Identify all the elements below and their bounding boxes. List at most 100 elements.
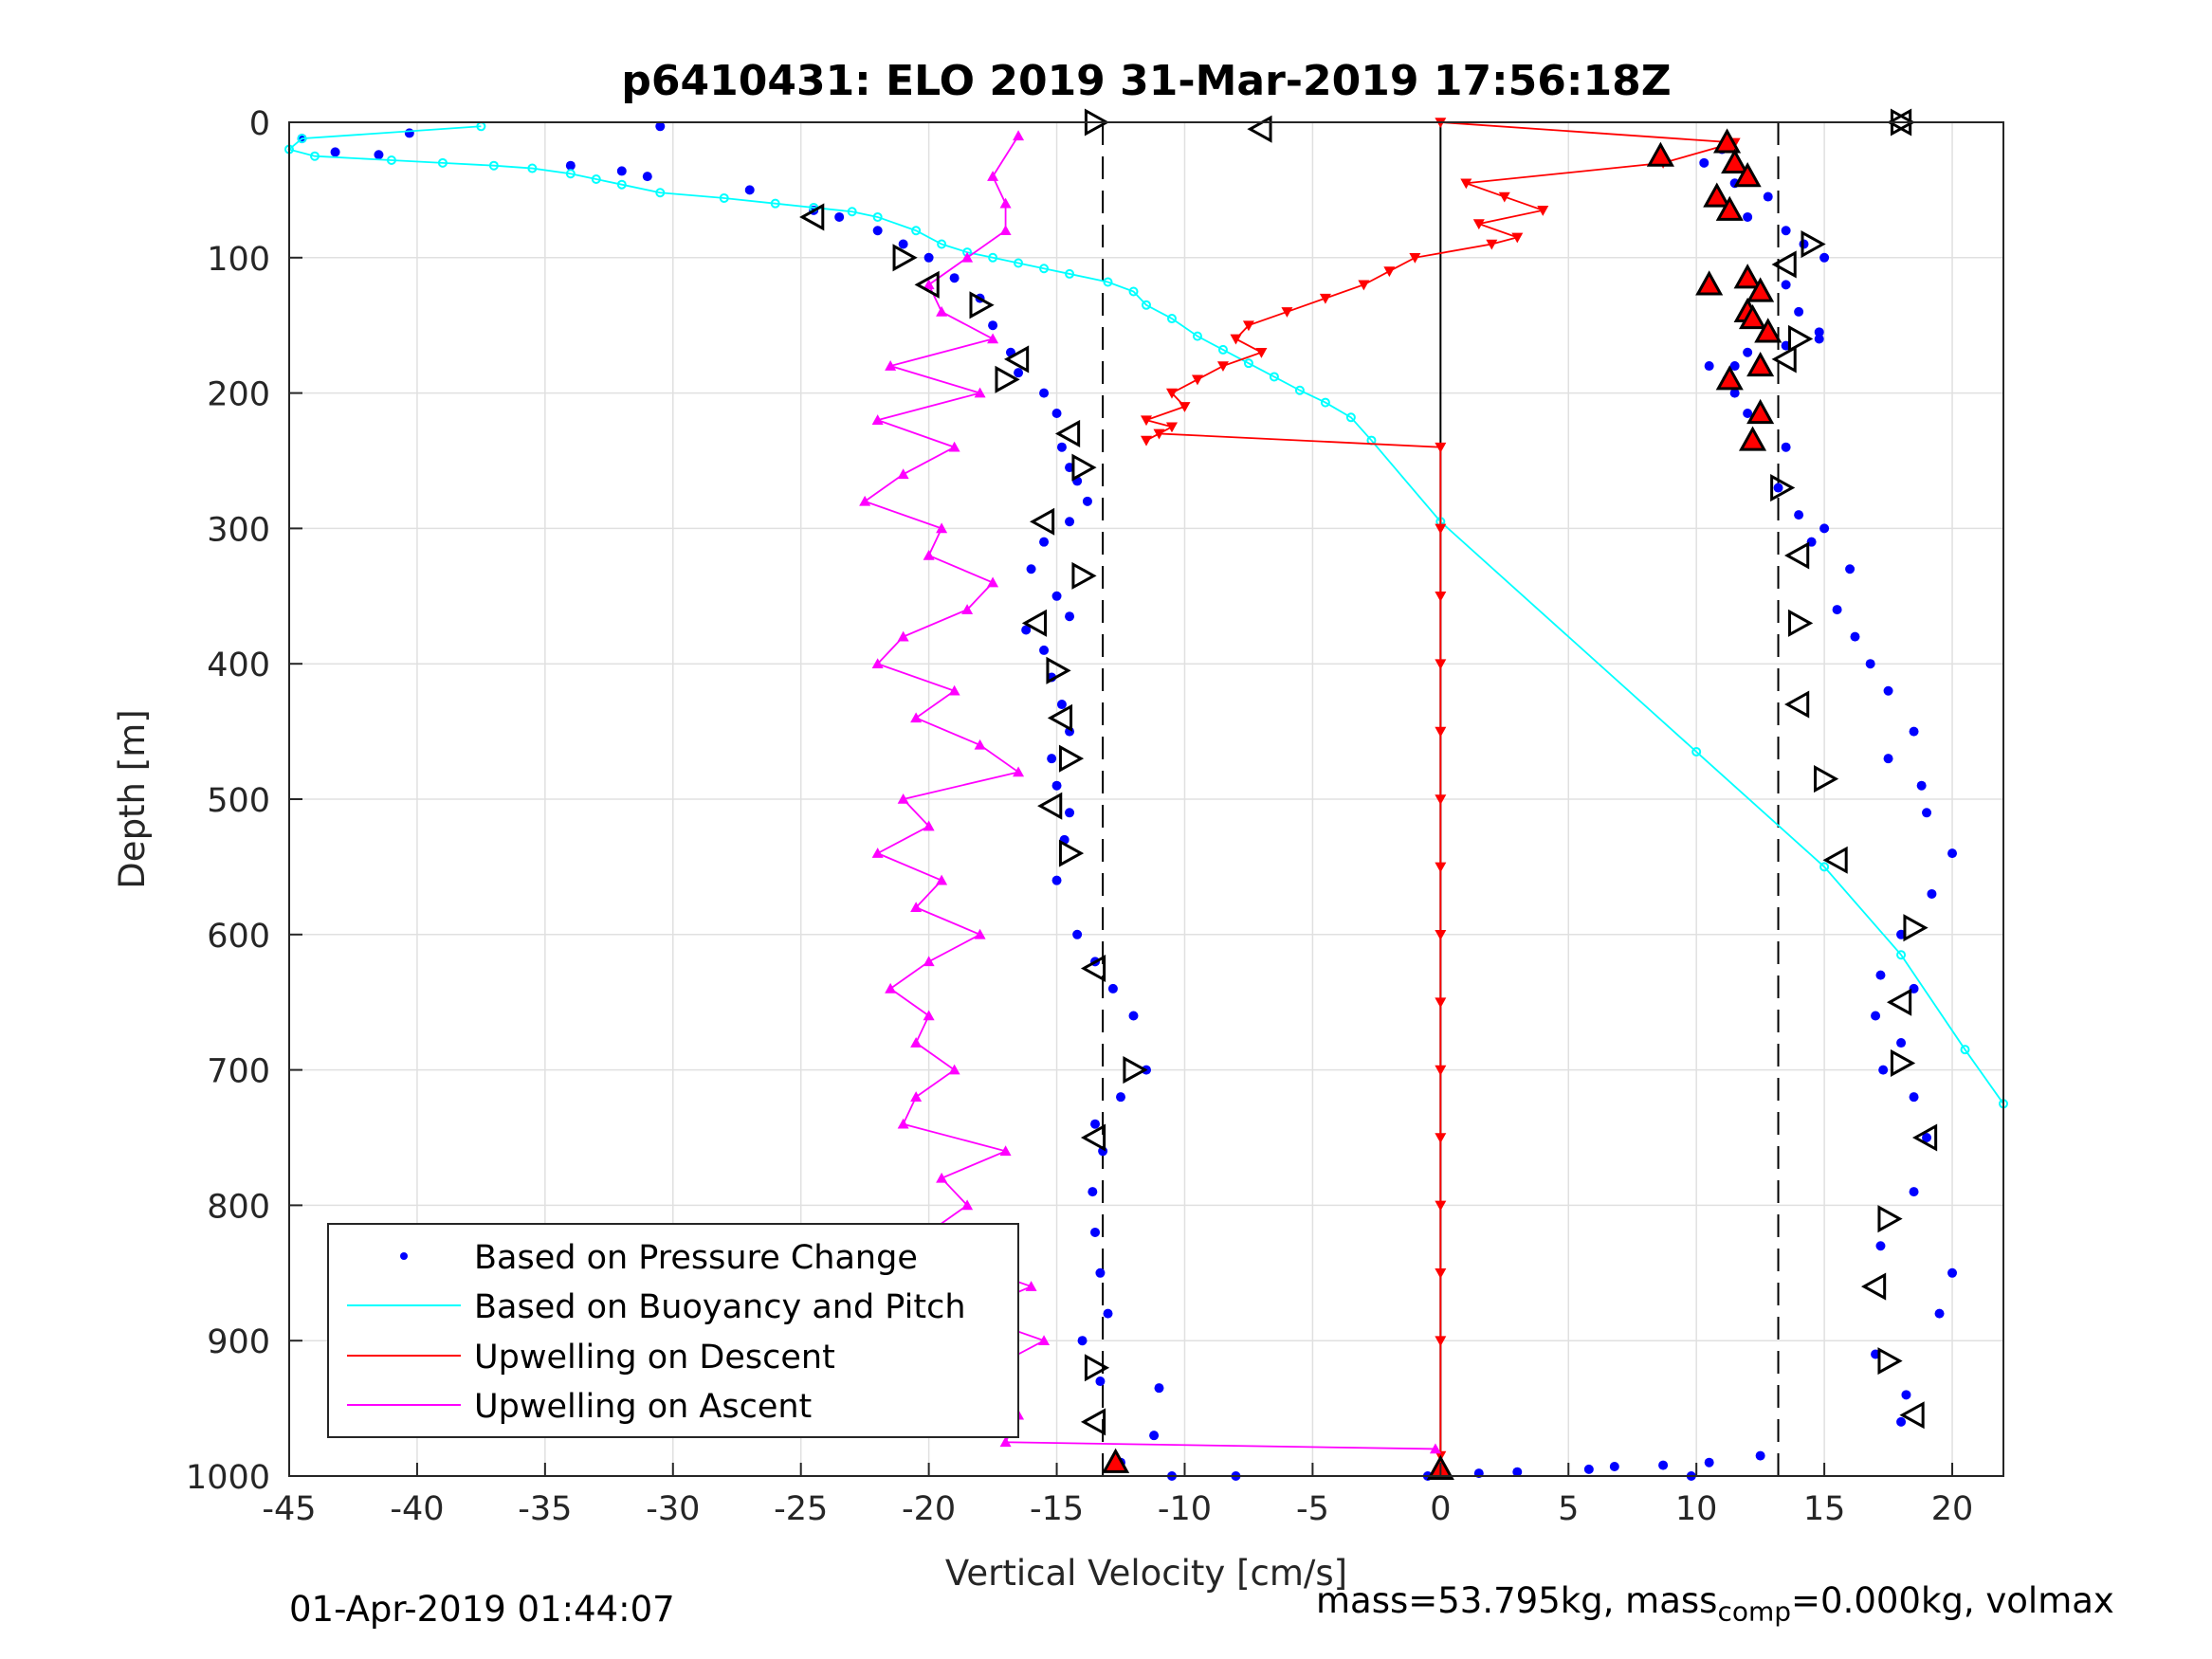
hollow-triangle-marker (1903, 914, 1929, 942)
point-based-on-pressure-change (1896, 1416, 1907, 1427)
hollow-triangle-marker (1890, 1048, 1916, 1078)
point-upwelling-on-ascent (974, 928, 986, 939)
x-tick-label: 20 (1931, 1490, 1974, 1528)
point-upwelling-on-ascent (923, 1010, 935, 1021)
point-based-on-pressure-change (1865, 659, 1875, 669)
y-tick-label: 300 (207, 511, 270, 549)
point-based-on-pressure-change (1512, 1467, 1523, 1477)
point-based-on-buoyancy-and-pitch (1320, 397, 1330, 408)
point-based-on-pressure-change (744, 185, 755, 195)
point-based-on-pressure-change (1755, 1450, 1765, 1461)
hollow-triangle-marker (1071, 561, 1097, 590)
point-based-on-pressure-change (565, 160, 576, 171)
point-upwelling-on-ascent (987, 576, 999, 588)
hollow-triangle-marker (995, 365, 1020, 393)
y-tick-label: 600 (207, 918, 270, 956)
point-upwelling-on-ascent (987, 333, 999, 344)
x-tick-label: 10 (1675, 1490, 1718, 1528)
y-tick-label: 900 (207, 1323, 270, 1361)
point-upwelling-on-descent (1191, 374, 1203, 386)
point-upwelling-on-descent (1435, 1336, 1447, 1347)
legend-label-pressure: Based on Pressure Change (474, 1239, 918, 1277)
point-based-on-pressure-change (1090, 1227, 1101, 1237)
hollow-triangle-marker (1123, 1056, 1148, 1085)
point-based-on-pressure-change (1051, 780, 1062, 791)
red-triangle-marker (1102, 1448, 1130, 1473)
point-upwelling-on-ascent (1025, 1281, 1037, 1291)
point-upwelling-on-descent (1486, 239, 1498, 250)
series-line-upwelling-on-descent (1143, 121, 1735, 1456)
point-based-on-buoyancy-and-pitch (937, 239, 947, 249)
hollow-triangle-marker (1771, 345, 1797, 374)
point-based-on-pressure-change (1051, 591, 1062, 601)
point-upwelling-on-ascent (961, 251, 974, 263)
point-upwelling-on-ascent (974, 738, 986, 750)
point-upwelling-on-ascent (910, 1091, 923, 1102)
point-upwelling-on-descent (1319, 293, 1331, 304)
point-upwelling-on-ascent (897, 630, 909, 642)
point-based-on-pressure-change (1014, 368, 1024, 378)
legend-box (327, 1223, 1019, 1438)
point-upwelling-on-ascent (987, 171, 999, 181)
point-based-on-buoyancy-and-pitch (1294, 385, 1305, 395)
point-upwelling-on-ascent (948, 441, 960, 452)
footer-mass-text: mass=53.795kg, mass (1316, 1580, 1718, 1621)
point-upwelling-on-descent (1435, 592, 1447, 602)
point-based-on-pressure-change (1583, 1464, 1594, 1474)
point-based-on-pressure-change (1704, 1457, 1714, 1468)
point-upwelling-on-ascent (936, 1172, 948, 1183)
point-upwelling-on-ascent (999, 1145, 1012, 1157)
point-upwelling-on-descent (1435, 1268, 1447, 1279)
x-tick-label: -30 (646, 1490, 700, 1528)
point-based-on-pressure-change (1875, 970, 1886, 980)
point-based-on-pressure-change (1149, 1431, 1160, 1441)
point-upwelling-on-ascent (936, 522, 948, 534)
y-tick-label: 700 (207, 1053, 270, 1091)
point-upwelling-on-ascent (961, 1199, 974, 1211)
point-based-on-pressure-change (1095, 1376, 1106, 1387)
red-triangle-marker (1746, 351, 1775, 377)
point-upwelling-on-descent (1242, 320, 1254, 332)
point-upwelling-on-descent (1435, 862, 1447, 873)
point-based-on-pressure-change (1819, 252, 1830, 263)
point-based-on-buoyancy-and-pitch (565, 169, 576, 179)
hollow-triangle-marker (1801, 229, 1826, 259)
point-based-on-pressure-change (1819, 523, 1830, 534)
legend-label-buoyancy: Based on Buoyancy and Pitch (474, 1288, 966, 1326)
x-tick-label: -25 (774, 1490, 828, 1528)
point-upwelling-on-ascent (885, 982, 897, 994)
red-triangle-marker (1713, 128, 1742, 154)
point-based-on-buoyancy-and-pitch (1128, 286, 1139, 297)
y-tick-label: 0 (249, 105, 270, 143)
point-based-on-buoyancy-and-pitch (1192, 331, 1202, 341)
hollow-triangle-marker (1788, 324, 1814, 354)
point-based-on-pressure-change (1922, 808, 1932, 818)
x-tick-label: -10 (1158, 1490, 1212, 1528)
red-triangle-marker (1721, 148, 1749, 173)
point-upwelling-on-descent (1141, 415, 1152, 427)
point-based-on-pressure-change (655, 121, 666, 132)
point-based-on-pressure-change (616, 166, 627, 176)
point-based-on-buoyancy-and-pitch (847, 207, 857, 217)
point-upwelling-on-descent (1460, 178, 1472, 190)
point-upwelling-on-descent (1281, 307, 1293, 318)
point-upwelling-on-descent (1230, 334, 1242, 345)
point-upwelling-on-ascent (948, 1064, 960, 1075)
point-based-on-pressure-change (1051, 875, 1062, 885)
red-triangle-marker (1746, 277, 1775, 302)
point-upwelling-on-descent (1409, 253, 1421, 264)
point-based-on-pressure-change (923, 252, 934, 263)
point-based-on-pressure-change (374, 150, 384, 160)
point-based-on-pressure-change (1832, 605, 1842, 615)
point-based-on-pressure-change (1875, 1241, 1886, 1251)
point-based-on-pressure-change (1909, 1187, 1919, 1197)
point-based-on-pressure-change (1799, 239, 1809, 249)
legend: Based on Pressure Change Based on Buoyan… (327, 1223, 1019, 1438)
point-upwelling-on-ascent (910, 1037, 923, 1048)
point-based-on-pressure-change (1794, 510, 1804, 520)
red-triangle-marker (1754, 318, 1782, 343)
point-upwelling-on-ascent (1429, 1443, 1441, 1454)
point-based-on-pressure-change (834, 211, 845, 222)
point-upwelling-on-descent (1165, 388, 1178, 399)
axis-ticks: -45 -40 -35 -30 -25 -20 -15 -10 -5 0 5 10 15 20010020… (186, 105, 1973, 1528)
